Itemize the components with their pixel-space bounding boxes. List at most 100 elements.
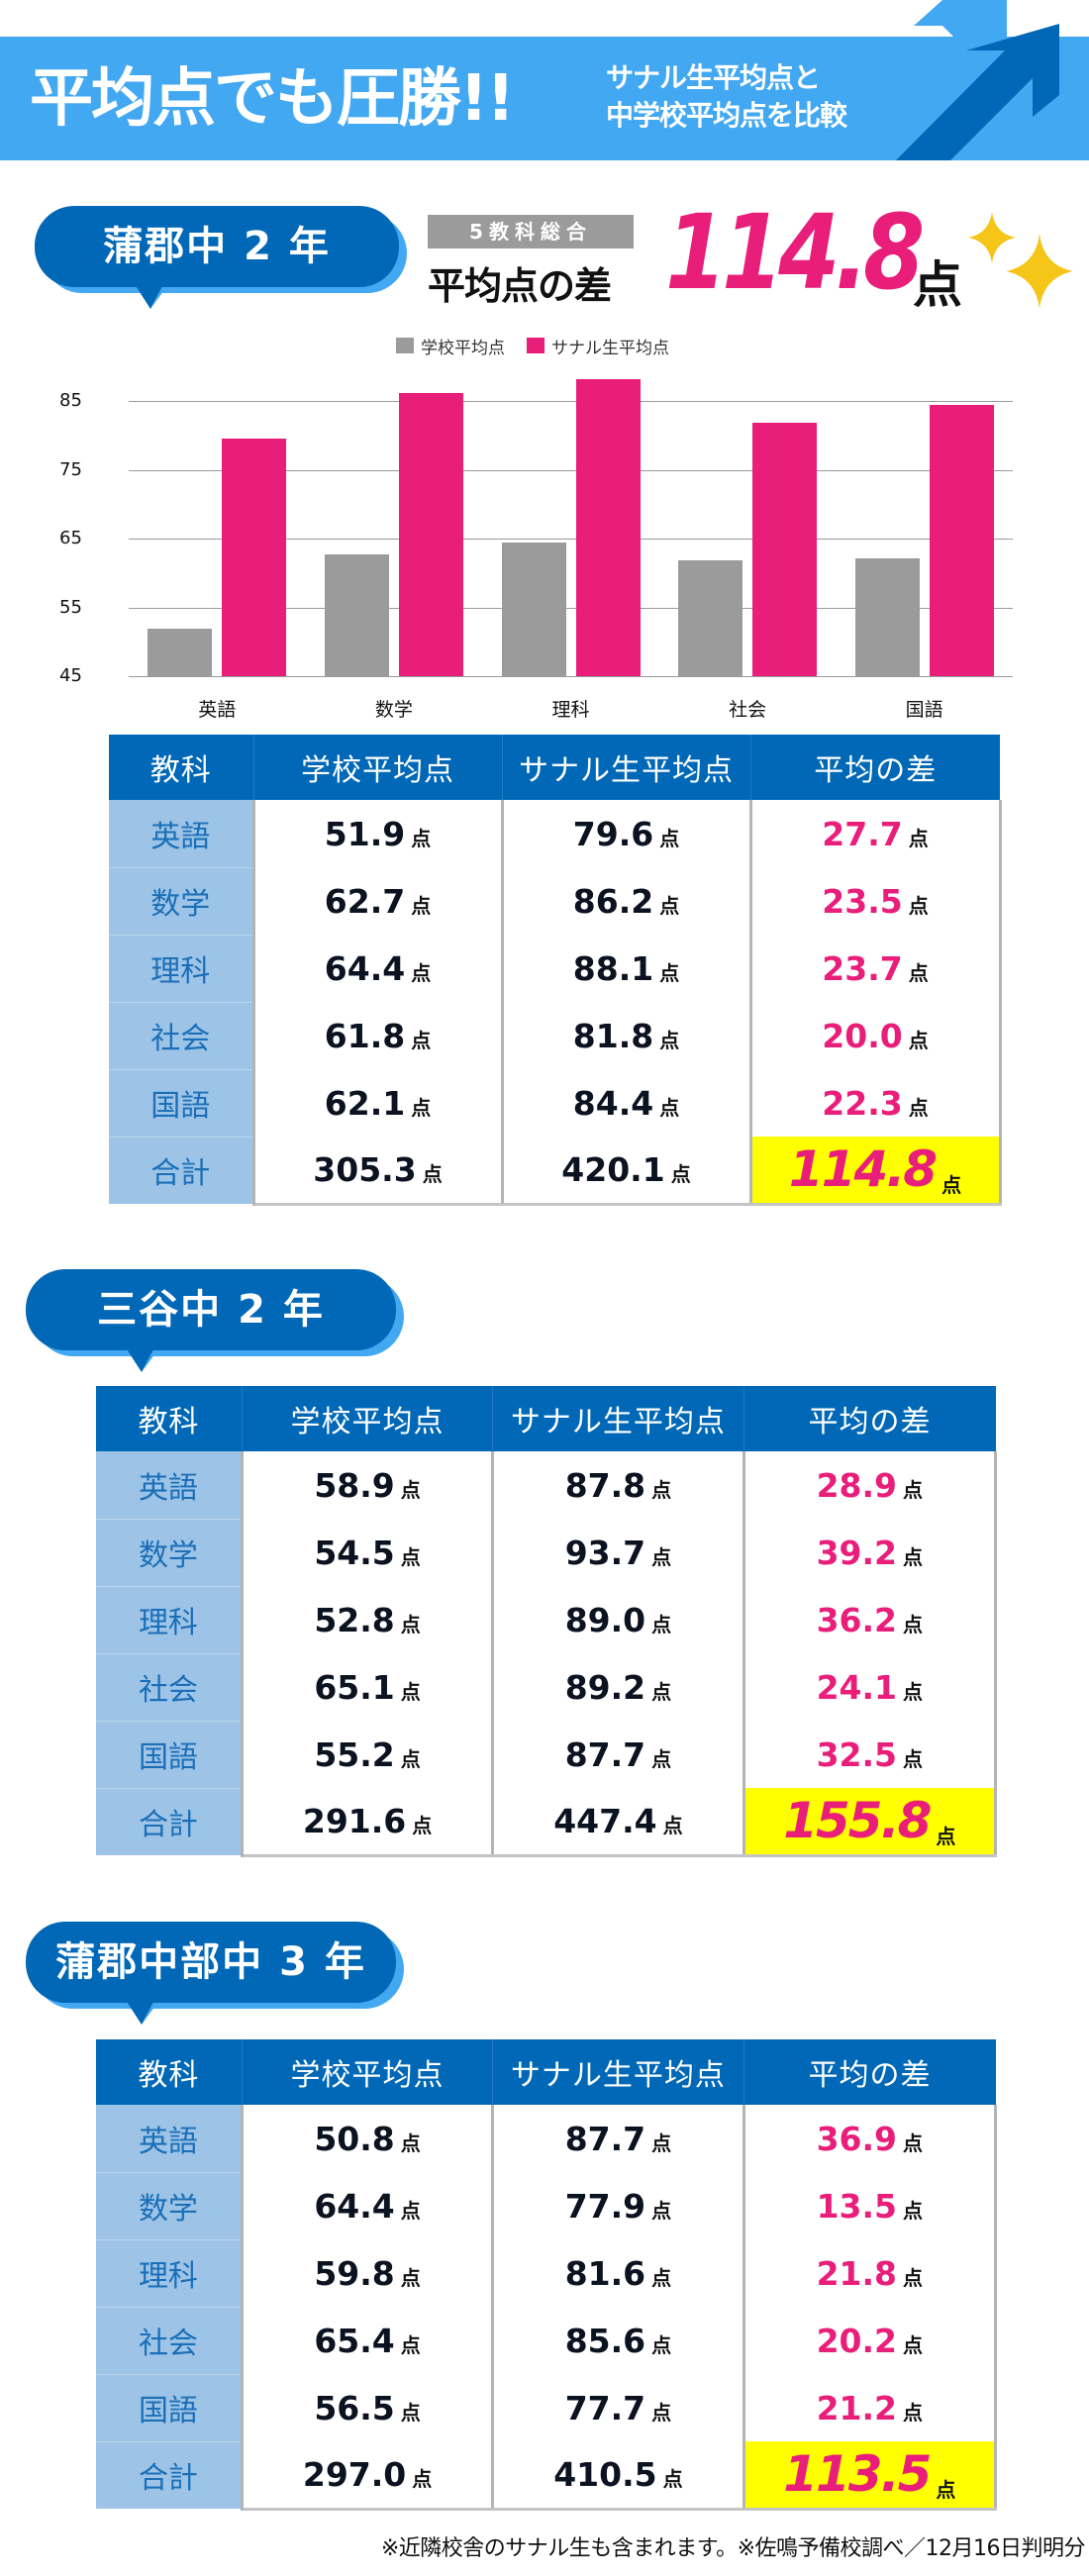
score-table-3: 教科 学校平均点 サナル生平均点 平均の差 英語 50.8 点 87.7 点 36.9 点数学 64.… [96, 2039, 998, 2511]
banner-subtitle-line1: サナル生平均点と [606, 61, 821, 94]
score-unit: 点 [651, 1477, 672, 1502]
x-axis-label: 数学 [374, 699, 413, 721]
score-value: 13.5 [816, 2186, 897, 2226]
legend-item-school: 学校平均点 [396, 334, 505, 358]
score-value: 56.5 [314, 2388, 395, 2427]
subject-cell: 理科 [109, 935, 255, 1003]
bar-sanaru [929, 405, 994, 676]
subject-cell: 理科 [96, 1586, 244, 1654]
column-header: 教科 [96, 2039, 243, 2105]
bar-sanaru [398, 392, 463, 676]
score-value: 77.9 [564, 2186, 646, 2226]
subject-cell: 国語 [109, 1069, 255, 1138]
table-row: 英語 51.9 点 79.6 点 27.7 点 [109, 800, 1002, 868]
table-row: 理科 64.4 点 88.1 点 23.7 点 [109, 935, 1002, 1003]
school-name: 三谷中 2 年 [97, 1287, 325, 1333]
score-value: 20.2 [816, 2321, 897, 2360]
subject-cell: 合計 [96, 1788, 244, 1855]
score-unit: 点 [662, 2466, 683, 2491]
subject-cell: 英語 [96, 1451, 244, 1520]
score-unit: 点 [651, 2332, 672, 2357]
table-header-row: 教科 学校平均点 サナル生平均点 平均の差 [109, 735, 1000, 800]
score-unit: 点 [936, 2478, 956, 2503]
sanaru-average-cell: 81.8 点 [502, 1002, 752, 1069]
school-average-cell: 50.8 点 [242, 2105, 495, 2172]
score-unit: 点 [651, 2198, 672, 2223]
bar-sanaru [575, 379, 641, 676]
y-tick-label: 65 [59, 528, 82, 548]
school-average-cell: 62.1 点 [253, 1069, 504, 1137]
score-unit: 点 [903, 2198, 923, 2223]
legend-item-sanaru: サナル生平均点 [527, 334, 669, 358]
score-value: 32.5 [816, 1734, 897, 1774]
score-unit: 点 [651, 1746, 672, 1771]
table-total-row: 合計 291.6 点 447.4 点 155.8 点 [96, 1788, 998, 1857]
school-bubble-3: 蒲郡中部中 3 年 [26, 1922, 404, 2025]
score-unit: 点 [659, 1028, 680, 1052]
sanaru-average-cell: 410.5 点 [492, 2441, 745, 2511]
difference-cell: 32.5 点 [743, 1721, 998, 1788]
score-unit: 点 [659, 1095, 680, 1120]
score-unit: 点 [400, 2265, 421, 2290]
column-header: 平均の差 [743, 1386, 996, 1451]
score-value: 51.9 [324, 814, 406, 853]
gridline [129, 469, 1013, 471]
total-difference-cell: 113.5 点 [743, 2441, 998, 2511]
x-axis-label: 国語 [905, 699, 943, 721]
score-value: 87.7 [564, 2119, 646, 2158]
school-average-cell: 297.0 点 [242, 2441, 495, 2511]
bar-chart: 85 75 65 55 45 英語 数学 理科 社会 国語 [59, 379, 1030, 723]
x-axis-label: 社会 [729, 699, 767, 721]
score-value: 62.1 [324, 1083, 406, 1123]
sanaru-average-cell: 93.7 点 [492, 1519, 745, 1586]
difference-cell: 36.9 点 [743, 2105, 998, 2172]
score-unit: 点 [400, 1612, 421, 1636]
score-unit: 点 [659, 893, 680, 918]
sanaru-average-cell: 79.6 点 [502, 800, 752, 867]
table-row: 数学 54.5 点 93.7 点 39.2 点 [96, 1519, 998, 1587]
subject-cell: 数学 [109, 867, 255, 936]
header-banner [0, 37, 1089, 160]
difference-cell: 23.7 点 [750, 935, 1002, 1002]
score-unit: 点 [662, 1813, 683, 1837]
score-unit: 点 [400, 1544, 421, 1569]
score-table-2: 教科 学校平均点 サナル生平均点 平均の差 英語 58.9 点 87.8 点 28.9 点数学 54.… [96, 1386, 998, 1857]
sanaru-average-cell: 77.7 点 [492, 2374, 745, 2441]
score-unit: 点 [670, 1161, 691, 1186]
score-value: 84.4 [572, 1083, 654, 1123]
score-value: 410.5 [553, 2454, 657, 2494]
school-average-cell: 62.7 点 [253, 867, 504, 935]
score-unit: 点 [651, 1679, 672, 1704]
score-unit: 点 [936, 1825, 956, 1849]
score-value: 77.7 [564, 2388, 646, 2427]
score-value: 54.5 [314, 1533, 395, 1572]
subject-cell: 理科 [96, 2239, 244, 2308]
score-value: 297.0 [302, 2454, 407, 2494]
score-unit: 点 [422, 1161, 443, 1186]
score-unit: 点 [411, 1028, 432, 1052]
gridline [129, 607, 1013, 609]
bubble-body [26, 1922, 396, 2003]
chart-legend: 学校平均点 サナル生平均点 [396, 333, 683, 358]
score-unit: 点 [903, 1612, 923, 1636]
gridline [129, 401, 1013, 402]
school-average-cell: 59.8 点 [242, 2239, 495, 2307]
score-unit: 点 [400, 2198, 421, 2223]
score-value: 21.2 [816, 2388, 897, 2427]
sanaru-average-cell: 87.7 点 [492, 1721, 745, 1788]
bar-school [854, 558, 920, 676]
score-unit: 点 [908, 1028, 929, 1052]
bar-school [324, 553, 389, 676]
difference-cell: 20.0 点 [750, 1002, 1002, 1069]
score-unit: 点 [411, 960, 432, 985]
table-row: 社会 65.1 点 89.2 点 24.1 点 [96, 1653, 998, 1722]
school-average-cell: 305.3 点 [253, 1137, 504, 1206]
score-value: 89.2 [564, 1667, 646, 1707]
school-average-cell: 52.8 点 [242, 1586, 495, 1653]
up-arrow-icon [896, 0, 1059, 160]
score-value: 81.8 [572, 1016, 654, 1055]
footnote: ※近隣校舎のサナル生も含まれます。※佐鳴予備校調べ／12月16日判明分 [380, 2536, 1086, 2561]
school-average-cell: 55.2 点 [242, 1721, 495, 1788]
score-value: 87.8 [564, 1465, 646, 1505]
y-tick-label: 85 [59, 390, 82, 411]
